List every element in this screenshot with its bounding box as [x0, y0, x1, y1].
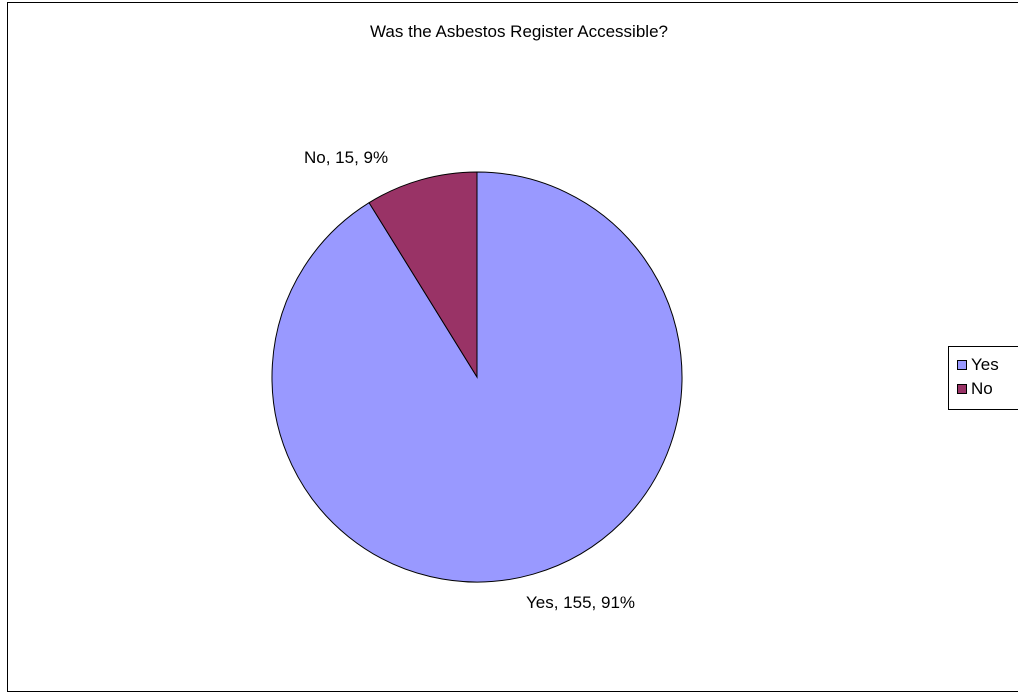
legend-label-yes: Yes — [971, 355, 999, 374]
legend-item-no: No — [957, 379, 993, 399]
legend-swatch-no — [957, 384, 967, 394]
legend-swatch-yes — [957, 360, 967, 370]
legend-item-yes: Yes — [957, 355, 999, 375]
pie-slice-no — [368, 171, 478, 379]
chart-title: Was the Asbestos Register Accessible? — [370, 22, 668, 41]
legend-label-no: No — [971, 379, 993, 398]
data-label-no: No, 15, 9% — [304, 148, 388, 167]
chart-legend: Yes No — [948, 346, 1018, 410]
data-label-yes: Yes, 155, 91% — [526, 593, 635, 612]
